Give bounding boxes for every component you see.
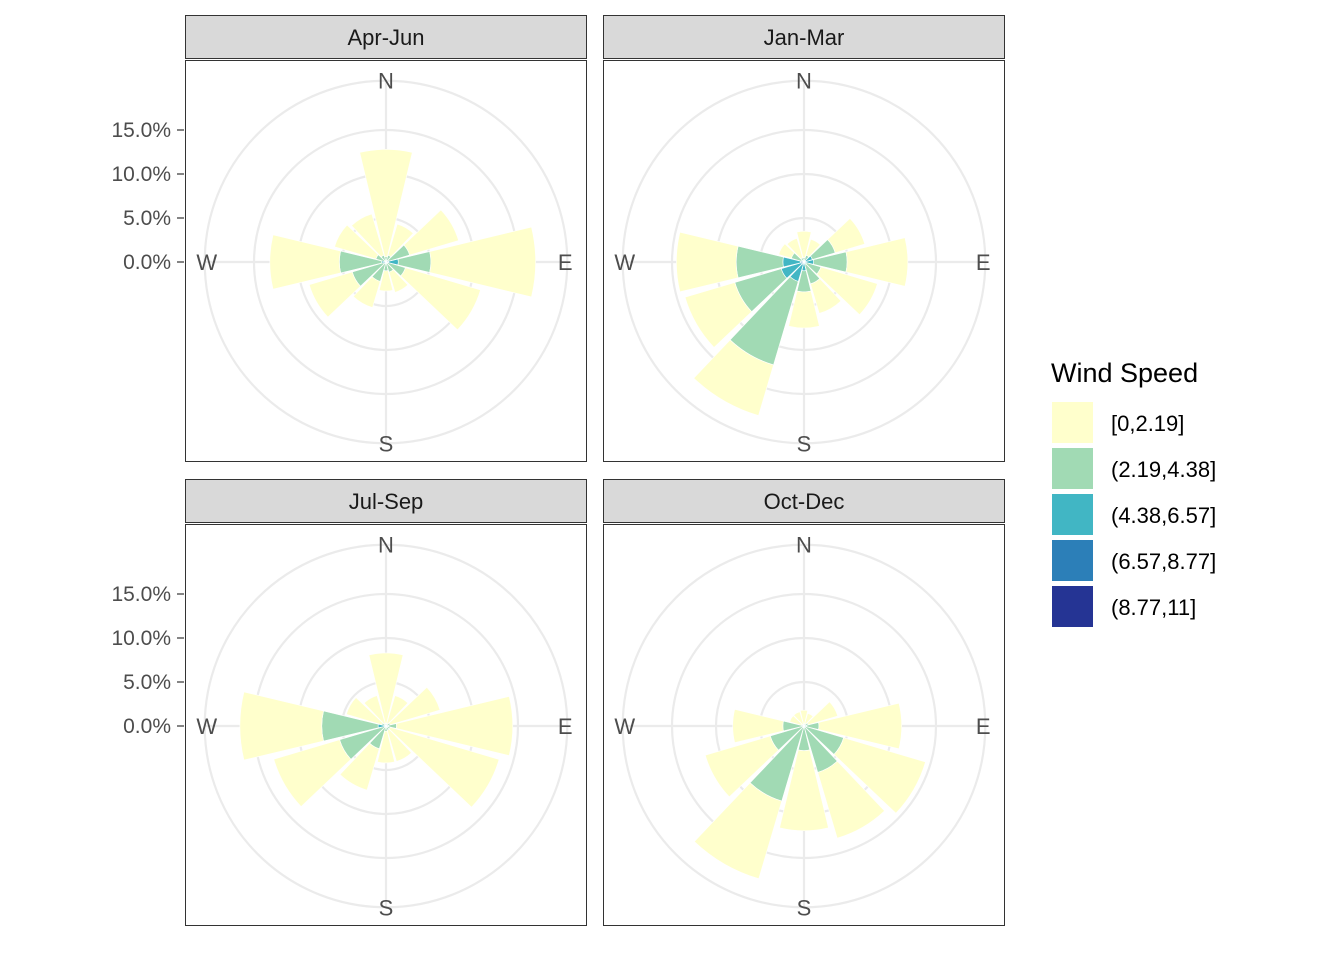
wind-bar-segment [395, 696, 513, 756]
direction-label-n: N [796, 69, 812, 94]
wind-bar-segment [378, 270, 394, 292]
legend-key [1052, 494, 1093, 535]
wind-bar-segment [400, 267, 481, 331]
legend-key [1052, 448, 1093, 489]
direction-label-e: E [976, 250, 991, 275]
wind-bar-segment [388, 686, 441, 726]
wind-bar-segment [684, 282, 753, 348]
y-axis-tick-label: 5.0% [123, 671, 171, 694]
grid-ring [203, 79, 569, 445]
legend: Wind Speed [0,2.19] (2.19,4.38] (4.38,6.57]… [1051, 358, 1216, 627]
direction-label-e: E [558, 250, 573, 275]
direction-label-n: N [378, 69, 394, 94]
direction-label-w: W [196, 714, 217, 739]
panel-border [603, 524, 1005, 926]
direction-label-n: N [378, 533, 394, 558]
grid-ring [670, 128, 938, 396]
wind-bar-segment [816, 266, 878, 316]
direction-label-s: S [797, 895, 812, 920]
facet-panel: Apr-Jun N E S W 0.0% 5.0% 10.0% 15.0% [111, 15, 587, 462]
y-axis-tick-label: 15.0% [111, 583, 171, 606]
wind-bar-segment [788, 290, 820, 329]
direction-label-w: W [196, 250, 217, 275]
legend-label: (4.38,6.57] [1111, 503, 1216, 528]
wind-bar-segment [388, 269, 409, 293]
wind-bar-segment [732, 708, 784, 744]
facet-strip-label: Oct-Dec [764, 489, 845, 514]
wind-bar-segment [676, 231, 739, 293]
wind-bar-segment [429, 226, 536, 298]
legend-key [1052, 540, 1093, 581]
y-axis-tick-label: 10.0% [111, 163, 171, 186]
direction-label-n: N [796, 533, 812, 558]
wind-bar-segment [786, 238, 804, 260]
facet-panel: Jul-Sep N E S W 0.0% 5.0% 10.0% 15.0% [111, 479, 587, 926]
facet-strip [185, 479, 587, 523]
facet-strip-label: Jul-Sep [349, 489, 424, 514]
wind-bar-segment [273, 739, 352, 807]
wind-bar-segment [827, 217, 866, 254]
direction-label-e: E [976, 714, 991, 739]
facet-strip [603, 479, 1005, 523]
grid-ring [670, 592, 938, 860]
wind-bar-segment [359, 149, 413, 258]
direction-label-e: E [558, 714, 573, 739]
wind-bar-segment [352, 276, 381, 308]
direction-label-s: S [797, 431, 812, 456]
facet-strip-label: Apr-Jun [347, 25, 424, 50]
wind-bar-segment [810, 278, 842, 314]
direction-label-s: S [379, 895, 394, 920]
facet-strip [603, 15, 1005, 59]
direction-label-w: W [614, 250, 635, 275]
wind-bar-segment [363, 695, 386, 725]
legend-key [1052, 586, 1093, 627]
wind-bar-segment [308, 271, 361, 318]
legend-key [1052, 402, 1093, 443]
wind-bar-segment [778, 243, 795, 259]
wind-bar-segment [818, 702, 902, 750]
legend-label: (2.19,4.38] [1111, 457, 1216, 482]
wind-bar-segment [403, 209, 459, 256]
wind-bar-segment [693, 782, 783, 880]
wind-bar-segment [239, 691, 324, 761]
y-axis-tick-label: 5.0% [123, 207, 171, 230]
wind-bar-segment [833, 737, 926, 814]
panel-border [603, 60, 1005, 462]
facet-panel: Jan-Mar N E S W [603, 15, 1005, 462]
wind-bar-segment [693, 339, 774, 416]
wind-bar-segment [779, 749, 829, 832]
facet-strip-label: Jan-Mar [764, 25, 845, 50]
wind-bar-segment [817, 760, 885, 839]
panel-border [185, 60, 587, 462]
facet-strip [185, 15, 587, 59]
grid-ring [621, 543, 987, 909]
wind-bar-segment [339, 742, 380, 791]
wind-bar-segment [334, 224, 379, 260]
y-axis-tick-label: 15.0% [111, 119, 171, 142]
facet-panel: Oct-Dec N E S W [603, 479, 1005, 926]
wind-bar-segment [387, 223, 414, 258]
wind-bar-segment [351, 213, 385, 258]
panel-border [185, 524, 587, 926]
legend-title: Wind Speed [1051, 358, 1198, 388]
wind-bar-segment [704, 735, 779, 798]
direction-label-s: S [379, 431, 394, 456]
direction-label-w: W [614, 714, 635, 739]
wind-bar-segment [845, 237, 909, 287]
wind-bar-segment [269, 234, 342, 290]
legend-label: (8.77,11] [1111, 595, 1196, 620]
legend-label: (6.57,8.77] [1111, 549, 1216, 574]
y-axis-tick-label: 10.0% [111, 627, 171, 650]
grid-ring [203, 543, 569, 909]
y-axis-tick-label: 0.0% [123, 251, 171, 274]
wind-bar-segment [793, 711, 804, 726]
wind-bar-segment [388, 726, 500, 808]
grid-ring [621, 79, 987, 445]
y-axis-tick-label: 0.0% [123, 715, 171, 738]
wind-bar-segment [805, 238, 821, 258]
legend-label: [0,2.19] [1111, 411, 1184, 436]
